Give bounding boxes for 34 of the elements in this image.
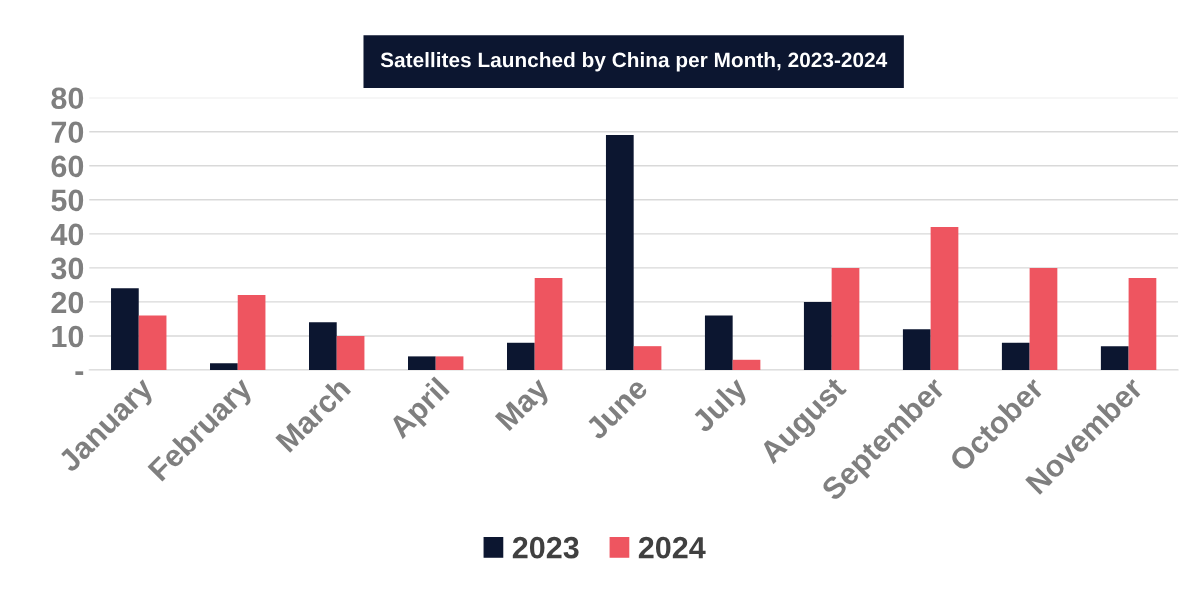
y-tick-label: - xyxy=(75,371,84,375)
bar xyxy=(138,315,167,370)
y-tick-label: 50 xyxy=(51,189,84,212)
y-tick-label: 40 xyxy=(50,223,84,246)
bar xyxy=(1029,267,1058,370)
bar xyxy=(1001,342,1030,370)
bar xyxy=(1100,346,1129,370)
bar xyxy=(506,342,535,370)
bar xyxy=(534,278,563,370)
bar xyxy=(902,329,931,370)
y-tick-label: 10 xyxy=(52,325,84,348)
bar xyxy=(803,301,832,370)
bar xyxy=(435,356,464,370)
bar xyxy=(732,359,761,370)
y-tick-label: 70 xyxy=(51,121,84,144)
bar xyxy=(336,335,365,370)
legend-label: 2024 xyxy=(638,536,706,559)
y-tick-label: 20 xyxy=(51,291,84,314)
bar xyxy=(210,363,238,370)
bar xyxy=(309,322,337,370)
bar xyxy=(831,267,860,370)
bar xyxy=(704,315,733,370)
bar xyxy=(633,346,662,370)
y-tick-label: 80 xyxy=(51,87,84,110)
bar xyxy=(407,356,436,370)
bar xyxy=(1128,278,1157,370)
bar xyxy=(605,135,634,370)
chart-title: Satellites Launched by China per Month, 2023-2024 xyxy=(380,52,888,72)
bar xyxy=(111,288,139,370)
y-tick-label: 60 xyxy=(51,155,84,178)
bar xyxy=(237,295,266,370)
y-tick-label: 30 xyxy=(51,257,84,280)
legend-label: 2023 xyxy=(512,536,579,559)
bar xyxy=(930,227,959,370)
